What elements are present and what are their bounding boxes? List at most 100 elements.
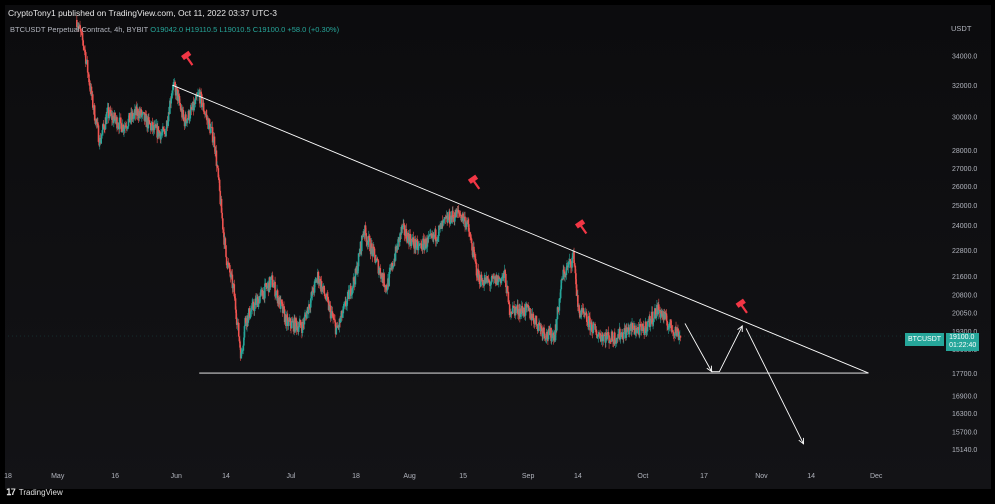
candle-body	[243, 337, 245, 346]
candle-body	[559, 298, 561, 300]
candle-body	[354, 268, 357, 285]
candle-body	[313, 281, 316, 293]
candle-body	[157, 126, 160, 137]
candle-body	[482, 280, 484, 285]
candle-body	[367, 241, 369, 245]
candle-body	[570, 267, 573, 269]
candle-body	[280, 299, 282, 309]
candle-body	[91, 94, 94, 108]
candle-body	[82, 40, 85, 46]
candle-body	[186, 117, 189, 120]
tradingview-brand[interactable]: 𝟣7 TradingView	[6, 487, 63, 498]
candle-body	[83, 48, 86, 50]
last-price-tag: BTCUSDT 19100.0 01:22:40	[905, 333, 980, 351]
candle-body	[350, 285, 352, 296]
candle-body	[339, 317, 342, 323]
flag-head	[735, 298, 746, 308]
candle-body	[677, 328, 679, 332]
candle-body	[619, 328, 621, 340]
candle-body	[579, 313, 582, 318]
candle-body	[352, 277, 355, 288]
candle-body	[393, 258, 396, 266]
candle-body	[348, 290, 351, 299]
candle-body	[425, 238, 427, 249]
forecast-path	[684, 323, 743, 373]
candle-body	[283, 306, 285, 310]
candle-body	[591, 322, 593, 332]
candle-body	[178, 96, 181, 103]
candle-body	[282, 306, 285, 314]
candle-body	[158, 131, 161, 133]
candle-body	[557, 307, 559, 310]
candle-body	[587, 316, 590, 328]
candle-body	[106, 112, 108, 124]
plot-area[interactable]	[5, 5, 991, 489]
candle-body	[381, 273, 383, 278]
candle-body	[418, 244, 421, 245]
candle-body	[260, 290, 262, 293]
candle-body	[538, 322, 541, 326]
candle-body	[207, 119, 210, 129]
candle-body	[100, 138, 102, 143]
candle-body	[468, 231, 471, 237]
candle-body	[679, 335, 682, 338]
candle-body	[392, 265, 395, 267]
candle-body	[148, 120, 151, 124]
flag-pole	[472, 180, 481, 190]
x-tick-label: Jun	[171, 473, 182, 480]
candle-body	[558, 298, 561, 311]
candle-body	[470, 238, 473, 244]
price-axis: 34000.0 32000.0 30000.0 28000.0 27000.0 26000…	[952, 54, 977, 454]
candle-body	[571, 256, 574, 258]
candle-body	[569, 259, 572, 262]
candle-body	[343, 302, 346, 306]
candle-body	[231, 274, 234, 289]
y-tick-label: 15700.0	[952, 429, 977, 436]
candle-body	[609, 340, 612, 342]
candle-body	[530, 313, 533, 321]
candle-body	[125, 125, 127, 128]
candle-body	[264, 283, 266, 299]
candle-body	[270, 276, 273, 280]
candle-body	[209, 128, 212, 134]
candle-body	[116, 117, 118, 129]
candle-body	[430, 233, 433, 236]
candle-body	[351, 288, 354, 295]
candle-body	[524, 304, 527, 316]
candle-body	[330, 312, 332, 319]
candle-body	[462, 218, 465, 222]
candle-body	[343, 305, 345, 307]
breakdown-arrowhead	[798, 437, 804, 445]
candle-body	[474, 257, 477, 260]
candle-body	[332, 316, 334, 319]
candle-body	[236, 322, 239, 325]
candle-body	[171, 90, 174, 94]
candle-body	[582, 308, 585, 314]
candle-body	[140, 109, 143, 117]
candle-body	[414, 239, 417, 250]
flag-head	[467, 174, 479, 184]
candle-body	[162, 127, 165, 130]
candle-body	[197, 93, 200, 95]
candle-body	[625, 327, 628, 338]
candle-body	[345, 305, 348, 307]
candle-body	[364, 225, 367, 234]
symbol-title[interactable]: BTCUSDT Perpetual Contract, 4h, BYBIT	[10, 25, 149, 34]
candle-body	[577, 295, 579, 307]
symbol-legend[interactable]: BTCUSDT Perpetual Contract, 4h, BYBIT O1…	[10, 25, 339, 34]
candle-body	[612, 339, 614, 342]
candle-body	[403, 223, 405, 225]
candle-body	[100, 134, 103, 139]
candle-body	[362, 235, 364, 238]
candle-body	[574, 265, 577, 274]
forecast-arrowhead-down	[706, 365, 713, 373]
candle-body	[148, 117, 150, 121]
candle-body	[310, 291, 313, 299]
candle-body	[633, 325, 636, 334]
candle-body	[607, 332, 610, 336]
candle-body	[571, 257, 573, 268]
candle-body	[329, 304, 331, 306]
candle-body	[113, 118, 115, 123]
